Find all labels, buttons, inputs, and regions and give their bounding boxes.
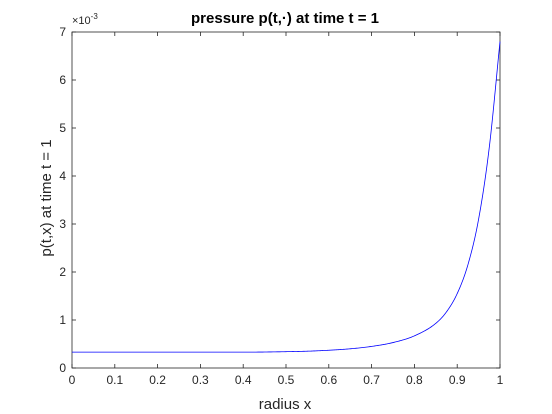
y-axis-exponent: ×10-3 (72, 12, 98, 27)
x-tick-label: 0.4 (235, 373, 252, 387)
x-tick-label: 0.1 (106, 373, 123, 387)
y-axis-label: p(t,x) at time t = 1 (38, 139, 55, 256)
y-axis-exponent-base: ×10 (72, 15, 91, 27)
x-tick-label: 0 (69, 373, 76, 387)
x-tick-label: 0.3 (192, 373, 209, 387)
x-tick-label: 0.8 (406, 373, 423, 387)
y-tick-label: 6 (59, 73, 66, 87)
x-axis-label: radius x (259, 396, 312, 413)
x-tick-label: 0.5 (278, 373, 295, 387)
plot-area: 0 0.1 0.2 0.3 0.4 0.5 0.6 0.7 0.8 0.9 1 0 1 2 3 4 5 6 7 (59, 25, 503, 387)
x-tick-label: 0.6 (320, 373, 337, 387)
x-tick-label: 0.7 (363, 373, 380, 387)
y-tick-label: 2 (59, 265, 66, 279)
y-tick-label: 1 (59, 313, 66, 327)
chart-title: pressure p(t,·) at time t = 1 (191, 10, 379, 27)
x-tick-label: 1 (497, 373, 504, 387)
y-axis-exponent-power: -3 (91, 12, 99, 21)
y-tick-label: 4 (59, 169, 66, 183)
x-tick-label: 0.9 (449, 373, 466, 387)
x-tick-label: 0.2 (149, 373, 166, 387)
y-tick-label: 5 (59, 121, 66, 135)
y-tick-label: 7 (59, 25, 66, 39)
y-tick-label: 3 (59, 217, 66, 231)
pressure-curve (72, 41, 501, 353)
y-tick-label: 0 (59, 361, 66, 375)
